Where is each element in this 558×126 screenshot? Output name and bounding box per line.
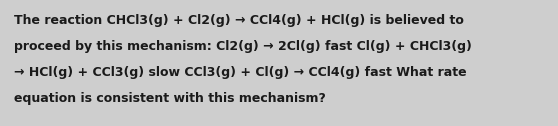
Text: proceed by this mechanism: Cl2(g) → 2Cl(g) fast Cl(g) + CHCl3(g): proceed by this mechanism: Cl2(g) → 2Cl(…: [14, 40, 472, 53]
Text: The reaction CHCl3(g) + Cl2(g) → CCl4(g) + HCl(g) is believed to: The reaction CHCl3(g) + Cl2(g) → CCl4(g)…: [14, 14, 464, 27]
Text: equation is consistent with this mechanism?: equation is consistent with this mechani…: [14, 92, 326, 105]
Text: → HCl(g) + CCl3(g) slow CCl3(g) + Cl(g) → CCl4(g) fast What rate: → HCl(g) + CCl3(g) slow CCl3(g) + Cl(g) …: [14, 66, 466, 79]
